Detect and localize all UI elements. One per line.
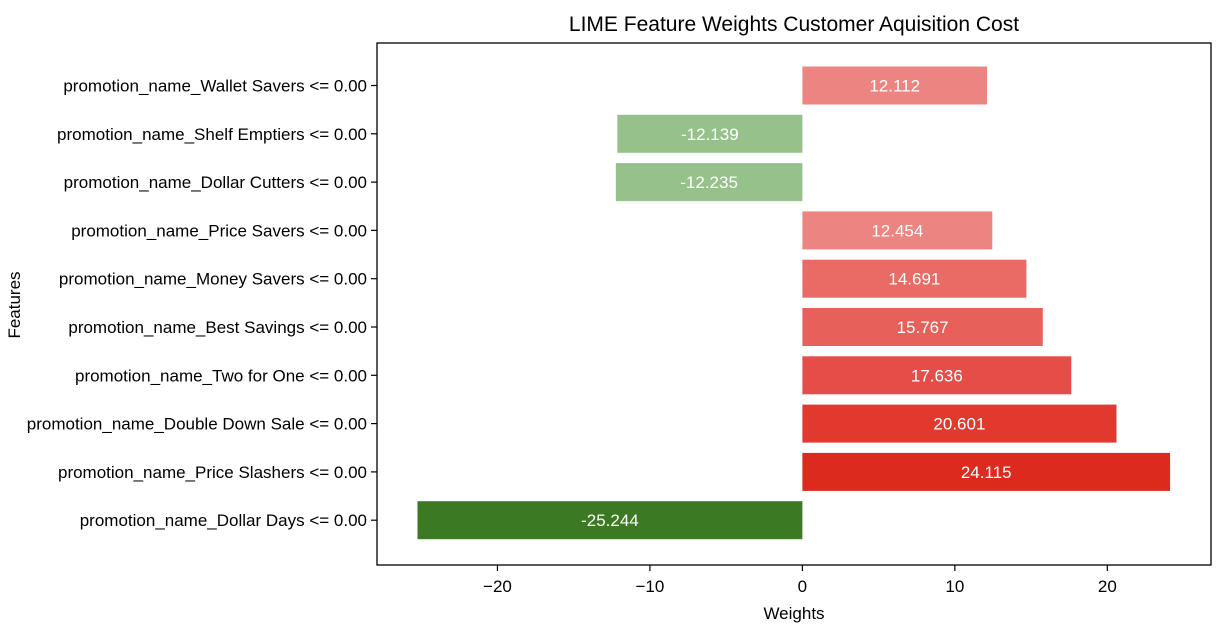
bar <box>617 114 803 153</box>
bar <box>802 211 993 250</box>
bar-value-label: 24.115 <box>961 463 1012 482</box>
bar-value-label: -12.139 <box>681 125 739 144</box>
bars-group <box>417 66 1171 540</box>
chart-title: LIME Feature Weights Customer Aquisition… <box>569 13 1019 36</box>
bar <box>802 259 1027 298</box>
bar-value-label: 17.636 <box>911 366 963 385</box>
category-label: promotion_name_Price Savers <= 0.00 <box>71 221 367 240</box>
bar-value-label: 12.454 <box>871 221 923 240</box>
bar-value-label: 14.691 <box>888 270 940 289</box>
category-label: promotion_name_Double Down Sale <= 0.00 <box>27 415 367 434</box>
category-label: promotion_name_Best Savings <= 0.00 <box>68 318 367 337</box>
category-label: promotion_name_Price Slashers <= 0.00 <box>58 463 367 482</box>
x-tick-label: 20 <box>1098 577 1117 596</box>
bar <box>802 66 988 105</box>
bar-value-label: -12.235 <box>680 173 738 192</box>
bar-value-label: -25.244 <box>581 511 639 530</box>
y-axis-title: Features <box>5 271 24 338</box>
x-tick-label: −10 <box>635 577 664 596</box>
x-tick-label: 10 <box>945 577 964 596</box>
x-ticks-group: −20 −10 0 10 20 <box>483 565 1117 596</box>
x-axis-title: Weights <box>763 604 824 623</box>
category-label: promotion_name_Dollar Days <= 0.00 <box>80 511 367 530</box>
bar <box>802 452 1171 491</box>
category-label: promotion_name_Two for One <= 0.00 <box>75 366 367 385</box>
x-tick-label: 0 <box>798 577 807 596</box>
bar <box>802 308 1043 346</box>
bar-value-label: 20.601 <box>933 415 985 434</box>
x-tick-label: −20 <box>483 577 512 596</box>
bar-labels-group: 12.112 -12.139 -12.235 12.454 14.691 15.767 17… <box>581 77 1011 531</box>
category-label: promotion_name_Shelf Emptiers <= 0.00 <box>57 125 367 144</box>
bar <box>615 163 803 202</box>
category-label: promotion_name_Dollar Cutters <= 0.00 <box>64 173 367 192</box>
category-label: promotion_name_Money Savers <= 0.00 <box>59 270 367 289</box>
bar <box>417 501 803 540</box>
bar <box>802 404 1117 443</box>
bar-value-label: 15.767 <box>897 318 949 337</box>
plot-frame <box>376 42 1212 566</box>
category-label: promotion_name_Wallet Savers <= 0.00 <box>63 77 367 96</box>
category-labels-group: promotion_name_Wallet Savers <= 0.00 prom… <box>27 77 377 530</box>
bar-value-label: 12.112 <box>869 77 920 96</box>
bar <box>802 356 1072 395</box>
